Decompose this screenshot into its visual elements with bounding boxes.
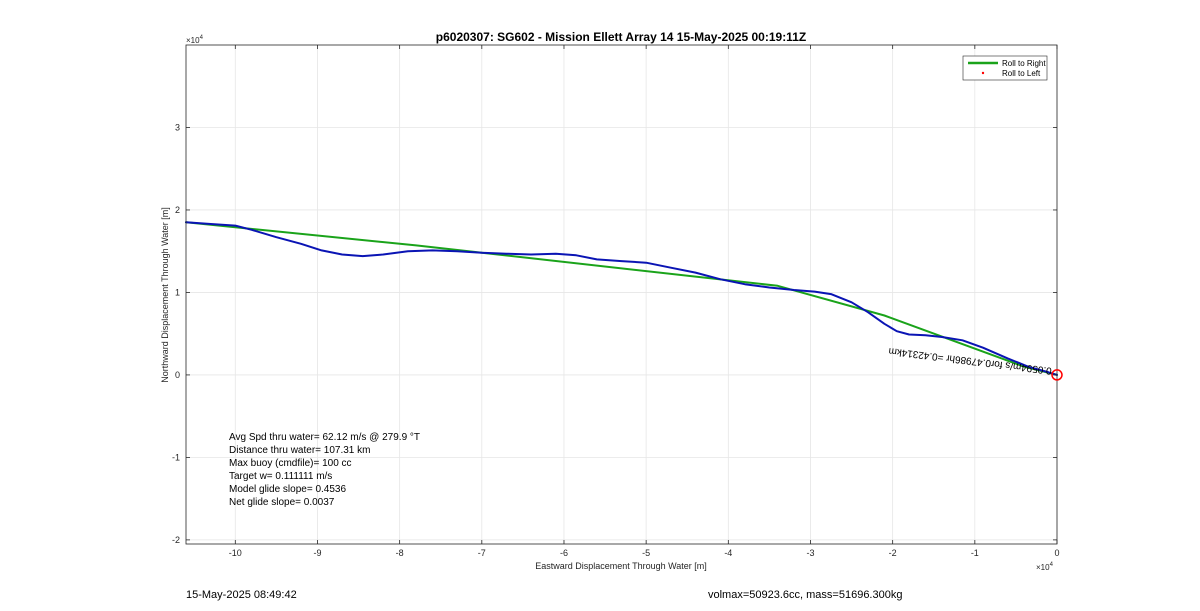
stat-distance: Distance thru water= 107.31 km [229,445,370,456]
x-exponent-power: 4 [1050,562,1054,568]
x-tick-label: -4 [724,548,732,558]
y-axis-label: Northward Displacement Through Water [m] [160,207,170,383]
y-tick-label: -2 [172,535,180,545]
x-tick-label: -10 [229,548,242,558]
y-tick-label: 3 [175,122,180,132]
x-tick-label: 0 [1054,548,1059,558]
footer-timestamp: 15-May-2025 08:49:42 [186,589,297,601]
legend-label-roll-right: Roll to Right [1002,59,1046,68]
x-tick-label: -6 [560,548,568,558]
y-tick-label: 1 [175,287,180,297]
y-tick-label: 2 [175,205,180,215]
y-tick-label: 0 [175,370,180,380]
legend: Roll to Right Roll to Left [962,55,1048,81]
footer-vol-mass: volmax=50923.6cc, mass=51696.300kg [708,589,903,601]
chart-title: p6020307: SG602 - Mission Ellett Array 1… [436,30,806,44]
y-exponent-base: ×10 [186,36,200,45]
x-tick-label: -7 [478,548,486,558]
y-exponent-power: 4 [200,35,204,41]
x-tick-label: -8 [396,548,404,558]
legend-box [962,55,1048,81]
stat-target-w: Target w= 0.111111 m/s [229,471,332,482]
stats-block: Avg Spd thru water= 62.12 m/s @ 279.9 °T… [229,432,420,508]
glider-track-line [185,221,1058,376]
svg-text:×104: ×104 [186,35,204,45]
x-tick-label: -5 [642,548,650,558]
x-tick-label: -3 [806,548,814,558]
x-exponent-base: ×10 [1036,563,1050,572]
x-tick-label: -9 [313,548,321,558]
series-layer [185,221,1058,376]
end-marker [1051,369,1063,381]
axis-ticks [186,45,1058,544]
stat-net-glide-slope: Net glide slope= 0.0037 [229,497,335,508]
legend-swatch-roll-left [981,71,985,75]
plot-frame [185,44,1058,545]
stat-avg-speed: Avg Spd thru water= 62.12 m/s @ 279.9 °T [229,432,420,443]
x-tick-label: -1 [971,548,979,558]
y-tick-label: -1 [172,452,180,462]
x-tick-label: -2 [889,548,897,558]
legend-label-roll-left: Roll to Left [1002,69,1041,78]
svg-text:×104: ×104 [1036,562,1054,572]
stat-max-buoy: Max buoy (cmdfile)= 100 cc [229,458,352,469]
y-exponent-label: ×104 [186,35,204,45]
stat-model-glide-slope: Model glide slope= 0.4536 [229,484,346,495]
x-axis-label: Eastward Displacement Through Water [m] [535,561,707,571]
plot-area [186,45,1057,544]
x-exponent-label: ×104 [1036,562,1054,572]
